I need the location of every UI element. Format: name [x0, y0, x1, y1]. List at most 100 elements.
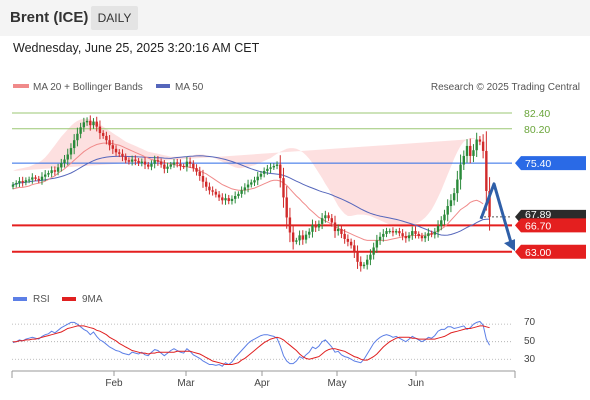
candle-body — [63, 159, 66, 164]
candle-body — [230, 198, 234, 202]
candle-body — [147, 164, 150, 167]
candle-body — [472, 150, 475, 156]
candle-body — [317, 223, 321, 228]
candle-body — [320, 218, 324, 224]
candle-body — [198, 171, 201, 176]
candle-body — [469, 145, 472, 156]
candle-body — [72, 140, 76, 149]
ma9-legend-label: 9MA — [82, 294, 103, 305]
candle-body — [211, 190, 214, 192]
candle-body — [279, 164, 282, 179]
ma20-legend-swatch — [13, 84, 29, 88]
pivot-tag-bg — [515, 156, 586, 171]
candle-body — [114, 148, 118, 153]
candle-body — [382, 233, 385, 237]
candle-body — [427, 233, 430, 237]
candle-body — [411, 231, 414, 236]
candle-body — [391, 231, 395, 233]
candle-body — [37, 178, 40, 181]
candle-body — [417, 233, 420, 237]
header-bar: Brent (ICE) DAILY — [0, 0, 590, 36]
candle-body — [134, 159, 137, 161]
candle-body — [66, 154, 69, 160]
candle-body — [266, 168, 269, 171]
candle-body — [398, 231, 401, 234]
candle-body — [269, 167, 272, 169]
level-label-66-70: 66.70 — [525, 220, 551, 232]
candle-body — [485, 150, 488, 191]
rsi-ma9-line — [13, 325, 490, 365]
candle-body — [166, 166, 169, 169]
candle-body — [337, 228, 340, 232]
candle-body — [105, 135, 108, 141]
candle-body — [311, 225, 314, 232]
candle-body — [140, 161, 143, 164]
candle-body — [233, 196, 237, 199]
candle-body — [481, 141, 485, 151]
candle-body — [465, 145, 469, 156]
candle-body — [82, 122, 86, 128]
candle-body — [375, 240, 379, 248]
candle-body — [208, 186, 211, 191]
candle-body — [221, 197, 224, 201]
candle-body — [137, 160, 140, 164]
bollinger-band-area — [13, 118, 477, 227]
rsi-line — [12, 320, 491, 367]
candle-body — [121, 153, 124, 157]
candle-body — [443, 214, 446, 221]
candle-body — [394, 231, 398, 233]
candle-body — [127, 160, 131, 162]
forecast-arrowhead — [504, 239, 515, 252]
rsi-legend-label: RSI — [33, 294, 50, 305]
forecast-arrow-line — [479, 182, 514, 247]
candle-body — [240, 190, 243, 194]
candle-body — [475, 139, 478, 151]
candle-body — [262, 170, 266, 174]
candle-body — [56, 167, 60, 172]
candle-body — [159, 161, 163, 165]
candle-body — [34, 177, 37, 179]
candle-body — [18, 180, 21, 184]
timeframe-button[interactable]: DAILY — [91, 6, 138, 30]
candle-body — [53, 170, 57, 172]
candle-body — [98, 126, 102, 134]
candle-body — [372, 247, 375, 255]
candle-body — [388, 231, 391, 233]
candle-body — [343, 233, 346, 239]
candle-body — [176, 162, 179, 164]
ma9-legend-swatch — [62, 297, 76, 301]
candle-body — [188, 161, 192, 164]
level-label-80-20: 80.20 — [524, 124, 550, 136]
candle-body — [40, 176, 44, 181]
x-label-jun: Jun — [408, 378, 424, 389]
x-label-apr: Apr — [254, 378, 270, 389]
candle-body — [346, 238, 350, 242]
candle-body — [227, 198, 230, 202]
candle-body — [69, 148, 73, 155]
rsi-tick-70: 70 — [524, 317, 536, 328]
candle-body — [179, 163, 182, 166]
candle-body — [79, 127, 82, 134]
candle-body — [182, 165, 185, 167]
rsi-tick-30: 30 — [524, 354, 536, 365]
candle-body — [488, 191, 491, 217]
candle-body — [304, 234, 308, 240]
candle-body — [272, 165, 276, 168]
candle-body — [27, 179, 31, 181]
candle-body — [314, 225, 317, 228]
level-label-82-40: 82.40 — [524, 108, 550, 120]
instrument-title: Brent (ICE) — [10, 9, 89, 26]
candle-body — [423, 236, 427, 239]
candle-body — [15, 183, 18, 185]
candle-body — [24, 180, 28, 183]
candle-body — [282, 178, 285, 198]
candle-body — [95, 121, 98, 127]
candle-body — [275, 164, 279, 166]
candle-body — [185, 161, 189, 167]
candle-body — [246, 184, 250, 188]
candle-body — [172, 162, 176, 165]
candle-body — [124, 156, 127, 161]
main-plot-area — [11, 112, 515, 272]
x-label-feb: Feb — [105, 378, 123, 389]
candle-body — [47, 173, 50, 175]
